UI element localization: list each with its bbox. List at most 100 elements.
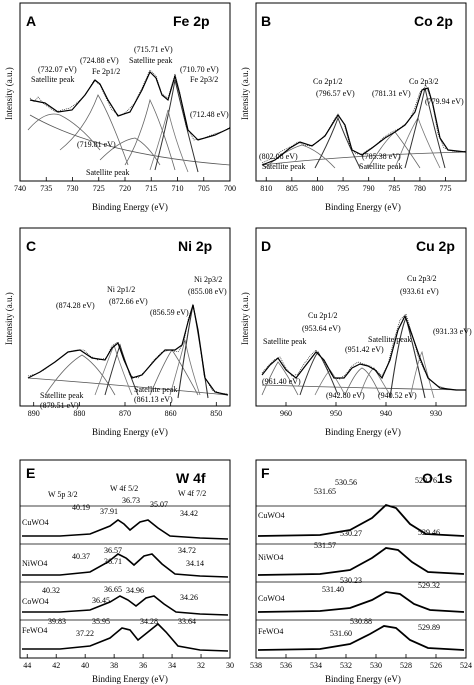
x-tick-label: 526 bbox=[430, 661, 442, 670]
peak-note: Ni 2p3/2 bbox=[194, 275, 222, 284]
series-name: NiWO4 bbox=[258, 553, 283, 562]
series-name: CoWO4 bbox=[22, 597, 49, 606]
x-tick-label: 700 bbox=[224, 184, 236, 193]
panel-letter: B bbox=[261, 13, 271, 29]
peak-label: (861.13 eV) bbox=[134, 395, 173, 404]
annotation: W 5p 3/2 bbox=[48, 490, 78, 499]
spectrum-niwo4 bbox=[22, 553, 229, 578]
x-tick-label: 528 bbox=[400, 661, 412, 670]
peak-label: 36.73 bbox=[122, 496, 140, 505]
peak-label: 36.71 bbox=[104, 557, 122, 566]
peak-label: (951.42 eV) bbox=[345, 345, 384, 354]
x-tick-label: 810 bbox=[260, 184, 272, 193]
x-tick-label: 524 bbox=[460, 661, 472, 670]
series-name: FeWO4 bbox=[22, 626, 47, 635]
x-tick-label: 715 bbox=[145, 184, 157, 193]
peak-label: 530.56 bbox=[335, 478, 357, 487]
envelope-line bbox=[261, 87, 467, 166]
x-tick-label: 800 bbox=[311, 184, 323, 193]
panel-w-4f: E W 4f Binding Energy (eV) 44 42 40 38 36 34 3… bbox=[19, 459, 234, 684]
plot-frame bbox=[255, 459, 467, 659]
peak-label: (785.38 eV) bbox=[362, 152, 401, 161]
background-line bbox=[29, 114, 231, 166]
x-tick-label: 850 bbox=[210, 409, 222, 418]
series-name: CuWO4 bbox=[22, 518, 49, 527]
y-axis-label: Intensity (a.u.) bbox=[4, 292, 14, 345]
peak-label: 34.26 bbox=[180, 593, 198, 602]
peak-note: Satellite peak bbox=[263, 337, 306, 346]
x-tick-label: 705 bbox=[198, 184, 210, 193]
component-2p32 bbox=[404, 87, 446, 169]
peak-label: 531.65 bbox=[314, 487, 336, 496]
series-name: CoWO4 bbox=[258, 594, 285, 603]
x-tick-label: 805 bbox=[286, 184, 298, 193]
peak-label: (879.51 eV) bbox=[40, 401, 79, 410]
peak-label: 39.83 bbox=[48, 617, 66, 626]
peak-label: (796.57 eV) bbox=[316, 89, 355, 98]
peak-label: (779.94 eV) bbox=[425, 97, 464, 106]
component-2p12 bbox=[299, 351, 339, 396]
peak-label: 40.19 bbox=[72, 503, 90, 512]
x-tick-label: 730 bbox=[67, 184, 79, 193]
peak-label: 34.28 bbox=[140, 617, 158, 626]
panel-ni-2p: C Ni 2p Intensity (a.u.) Binding Energy … bbox=[4, 227, 231, 437]
x-tick-label: 720 bbox=[119, 184, 131, 193]
component-2p32 bbox=[154, 79, 199, 173]
peak-label: 40.37 bbox=[72, 552, 90, 561]
peak-label: 34.42 bbox=[180, 509, 198, 518]
y-axis-label: Intensity (a.u.) bbox=[4, 67, 14, 120]
peak-label: 530.27 bbox=[340, 529, 362, 538]
annotation: W 4f 5/2 bbox=[110, 484, 138, 493]
x-tick-label: 740 bbox=[14, 184, 26, 193]
x-ticks: 960 950 940 930 bbox=[280, 402, 442, 418]
peak-label: (802.08 eV) bbox=[259, 152, 298, 161]
peak-label: 531.40 bbox=[322, 585, 344, 594]
peak-label: 37.91 bbox=[100, 507, 118, 516]
panel-cu-2p: D Cu 2p Intensity (a.u.) Binding Energy … bbox=[240, 227, 472, 437]
x-tick-label: 735 bbox=[40, 184, 52, 193]
peak-label: 529.76 bbox=[415, 476, 437, 485]
x-axis-label: Binding Energy (eV) bbox=[325, 674, 401, 684]
peak-label: 529.46 bbox=[418, 528, 440, 537]
x-tick-label: 32 bbox=[197, 661, 205, 670]
x-tick-label: 930 bbox=[430, 409, 442, 418]
x-ticks: 740 735 730 725 720 715 710 705 700 bbox=[14, 177, 236, 193]
peak-label: 531.57 bbox=[314, 541, 336, 550]
x-axis-label: Binding Energy (eV) bbox=[92, 427, 168, 437]
x-tick-label: 940 bbox=[380, 409, 392, 418]
raw-data-line bbox=[29, 69, 231, 141]
peak-label: (961.40 eV) bbox=[262, 377, 301, 386]
x-tick-label: 44 bbox=[23, 661, 31, 670]
x-axis-label: Binding Energy (eV) bbox=[325, 427, 401, 437]
panel-letter: A bbox=[26, 13, 36, 29]
peak-label: 34.96 bbox=[126, 586, 144, 595]
x-tick-label: 34 bbox=[168, 661, 176, 670]
peak-label: (874.28 eV) bbox=[56, 301, 95, 310]
spectrum-fewo4 bbox=[22, 622, 229, 652]
peak-label: 36.45 bbox=[92, 596, 110, 605]
envelope-line bbox=[261, 314, 466, 391]
component-sat-961 bbox=[261, 361, 299, 396]
peak-label: 34.72 bbox=[178, 546, 196, 555]
component-2p12 bbox=[314, 116, 361, 169]
x-tick-label: 42 bbox=[52, 661, 60, 670]
peak-note: Cu 2p3/2 bbox=[407, 274, 437, 283]
x-tick-label: 870 bbox=[119, 409, 131, 418]
panel-fe-2p: A Fe 2p Intensity (a.u.) Binding Energy … bbox=[4, 2, 236, 212]
x-tick-label: 860 bbox=[165, 409, 177, 418]
peak-note: Co 2p3/2 bbox=[409, 77, 439, 86]
peak-label: (719.81 eV) bbox=[77, 140, 116, 149]
peak-note: Co 2p1/2 bbox=[313, 77, 343, 86]
component-sat-942 bbox=[344, 367, 381, 396]
series-name: CuWO4 bbox=[258, 511, 285, 520]
peak-label: (724.88 eV) bbox=[80, 56, 119, 65]
component-2p32 bbox=[177, 304, 209, 399]
component-sat-715 bbox=[124, 98, 176, 171]
peak-label: (781.31 eV) bbox=[372, 89, 411, 98]
x-axis-label: Binding Energy (eV) bbox=[92, 674, 168, 684]
x-tick-label: 710 bbox=[172, 184, 184, 193]
component-931 bbox=[409, 350, 435, 399]
peak-label: 35.07 bbox=[150, 500, 168, 509]
peak-label: (856.59 eV) bbox=[150, 308, 189, 317]
